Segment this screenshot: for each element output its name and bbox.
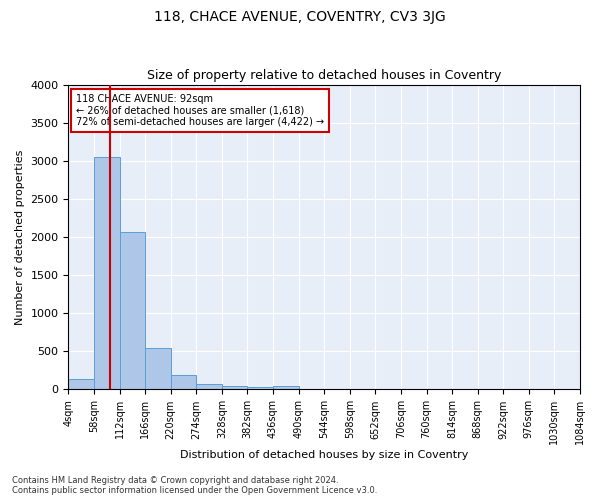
Title: Size of property relative to detached houses in Coventry: Size of property relative to detached ho… <box>147 69 502 82</box>
Bar <box>196 384 222 390</box>
Bar <box>94 157 119 390</box>
Text: Contains HM Land Registry data © Crown copyright and database right 2024.
Contai: Contains HM Land Registry data © Crown c… <box>12 476 377 495</box>
Bar <box>68 379 94 390</box>
Bar <box>222 386 247 390</box>
Y-axis label: Number of detached properties: Number of detached properties <box>15 150 25 324</box>
X-axis label: Distribution of detached houses by size in Coventry: Distribution of detached houses by size … <box>180 450 469 460</box>
Bar <box>247 387 273 390</box>
Text: 118, CHACE AVENUE, COVENTRY, CV3 3JG: 118, CHACE AVENUE, COVENTRY, CV3 3JG <box>154 10 446 24</box>
Text: 118 CHACE AVENUE: 92sqm
← 26% of detached houses are smaller (1,618)
72% of semi: 118 CHACE AVENUE: 92sqm ← 26% of detache… <box>76 94 324 127</box>
Bar <box>273 386 299 390</box>
Bar <box>171 374 196 390</box>
Bar <box>145 348 171 390</box>
Bar <box>119 232 145 390</box>
